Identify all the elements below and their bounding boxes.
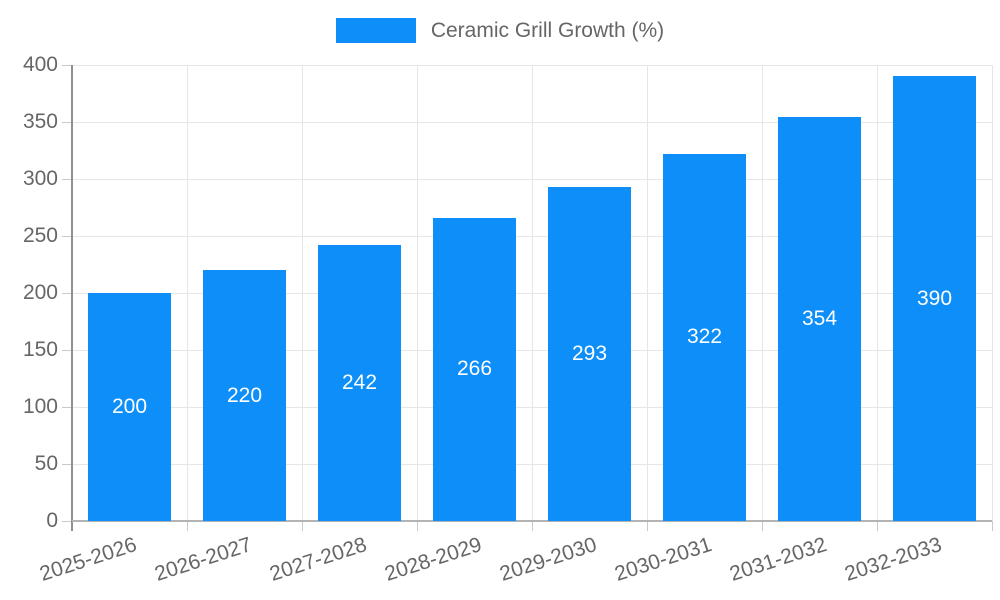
- bar-value-label: 200: [111, 395, 148, 418]
- bar[interactable]: 220: [203, 270, 286, 521]
- legend-swatch: [335, 18, 416, 43]
- legend: Ceramic Grill Growth (%): [0, 18, 1000, 43]
- x-axis-tick: [186, 521, 188, 531]
- bar[interactable]: 354: [778, 117, 861, 521]
- bar-value-label: 220: [226, 383, 263, 407]
- x-gridline: [876, 65, 878, 521]
- bar-value-label: 266: [456, 357, 493, 381]
- bar-value-label: 293: [571, 341, 608, 365]
- x-axis-tick-label: 2026-2027: [151, 533, 255, 586]
- x-gridline: [186, 65, 188, 521]
- x-axis-tick: [876, 521, 878, 531]
- bar[interactable]: 242: [318, 245, 401, 521]
- y-axis-tick-label: 400: [22, 53, 58, 76]
- x-axis-tick: [646, 521, 648, 531]
- y-axis-tick-label: 350: [22, 110, 58, 133]
- y-axis-tick: [62, 292, 72, 294]
- bar-value-label: 242: [341, 371, 378, 395]
- y-axis-tick: [62, 520, 72, 522]
- y-axis-tick: [62, 178, 72, 180]
- bar-value-label: 354: [801, 307, 838, 331]
- bar-value-label: 322: [686, 325, 723, 349]
- x-axis-tick-label: 2031-2032: [726, 533, 830, 586]
- x-gridline: [991, 65, 993, 521]
- x-axis-tick: [301, 521, 303, 531]
- x-axis-tick-label: 2028-2029: [381, 533, 485, 586]
- y-axis-tick-label: 300: [22, 167, 58, 190]
- bar[interactable]: 293: [548, 186, 631, 521]
- y-axis-tick: [62, 64, 72, 66]
- y-axis-line: [71, 65, 73, 531]
- bar[interactable]: 200: [88, 293, 171, 521]
- x-gridline: [761, 65, 763, 521]
- x-gridline: [531, 65, 533, 521]
- x-axis-tick: [761, 521, 763, 531]
- y-axis-tick-label: 200: [22, 281, 58, 304]
- x-axis-tick: [531, 521, 533, 531]
- x-axis-line: [72, 520, 992, 522]
- x-axis-tick-label: 2032-2033: [841, 533, 945, 586]
- x-axis-tick: [991, 521, 993, 531]
- bar-value-label: 390: [916, 286, 953, 310]
- y-axis-tick-label: 0: [46, 509, 58, 532]
- y-axis-tick: [62, 235, 72, 237]
- x-gridline: [416, 65, 418, 521]
- x-axis-tick-label: 2025-2026: [36, 533, 140, 586]
- y-axis-tick-label: 150: [22, 338, 58, 361]
- x-axis-tick-label: 2030-2031: [611, 533, 715, 586]
- legend-item[interactable]: Ceramic Grill Growth (%): [335, 18, 665, 43]
- x-axis-tick: [416, 521, 418, 531]
- bar[interactable]: 390: [893, 76, 976, 521]
- y-axis-tick: [62, 121, 72, 123]
- y-axis-tick-label: 100: [22, 395, 58, 418]
- bar[interactable]: 322: [663, 153, 746, 521]
- y-axis-tick: [62, 406, 72, 408]
- x-axis-tick-label: 2029-2030: [496, 533, 600, 586]
- y-axis-tick-label: 50: [34, 452, 58, 475]
- x-axis-tick-label: 2027-2028: [266, 533, 370, 586]
- y-axis-tick: [62, 463, 72, 465]
- y-axis-tick-label: 250: [22, 224, 58, 247]
- y-axis-tick: [62, 349, 72, 351]
- x-gridline: [646, 65, 648, 521]
- x-gridline: [301, 65, 303, 521]
- legend-label: Ceramic Grill Growth (%): [430, 18, 665, 42]
- bar[interactable]: 266: [433, 217, 516, 521]
